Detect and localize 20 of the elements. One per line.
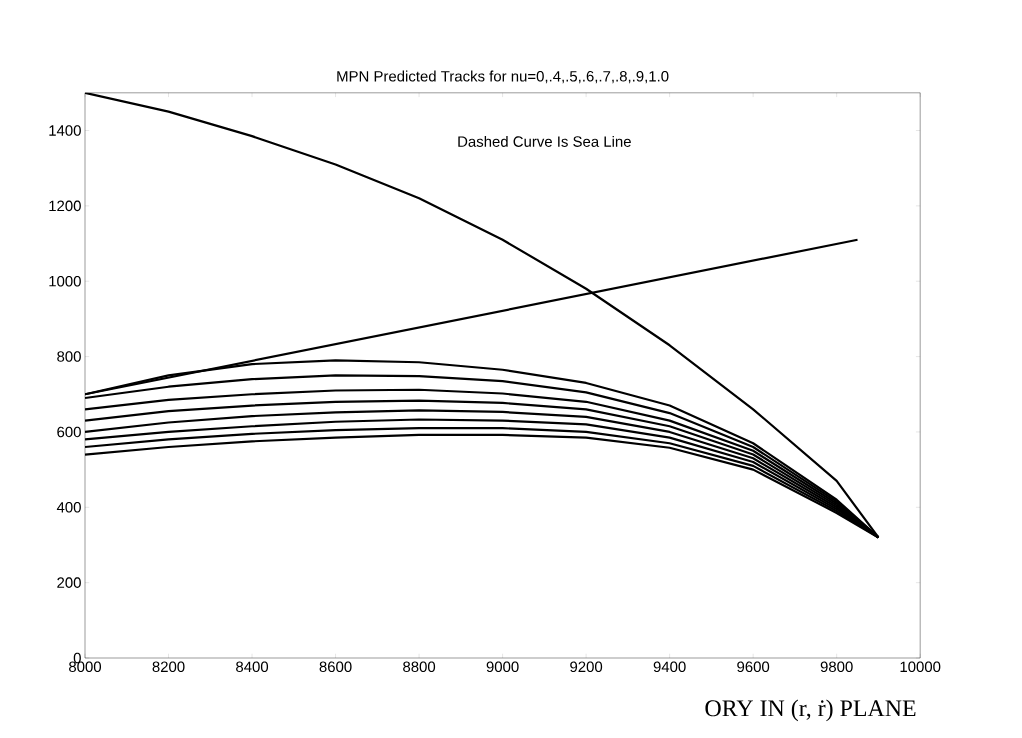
x-tick-label: 9400 [653, 661, 686, 673]
x-tick-label: 8800 [403, 661, 436, 673]
y-tick-label: 1200 [49, 200, 81, 212]
x-tick-label: 9200 [570, 661, 603, 673]
text: ORY IN (r, ṙ) PLANE [705, 699, 916, 722]
x-tick-label: 8400 [236, 661, 269, 673]
chart-title: MPN Predicted Tracks for nu=0,.4,.5,.6,.7,.8,.9,1.0 [337, 70, 669, 84]
x-tick-label: 8200 [152, 661, 185, 673]
y-tick-label: 1400 [49, 125, 81, 136]
y-tick-label: 600 [57, 426, 81, 438]
y-tick-label: 800 [57, 351, 81, 362]
x-tick-label: 8600 [319, 661, 352, 673]
y-tick-label: 1000 [49, 275, 81, 287]
x-tick-label: 10000 [900, 661, 941, 673]
y-tick-label: 400 [56, 501, 81, 513]
y-tick-label: 200 [57, 577, 81, 588]
x-tick-label: 9800 [820, 661, 853, 673]
x-tick-label: 9600 [737, 661, 770, 673]
x-tick-label: 9000 [486, 661, 519, 673]
annotation: Dashed Curve Is Sea Line [458, 135, 631, 147]
